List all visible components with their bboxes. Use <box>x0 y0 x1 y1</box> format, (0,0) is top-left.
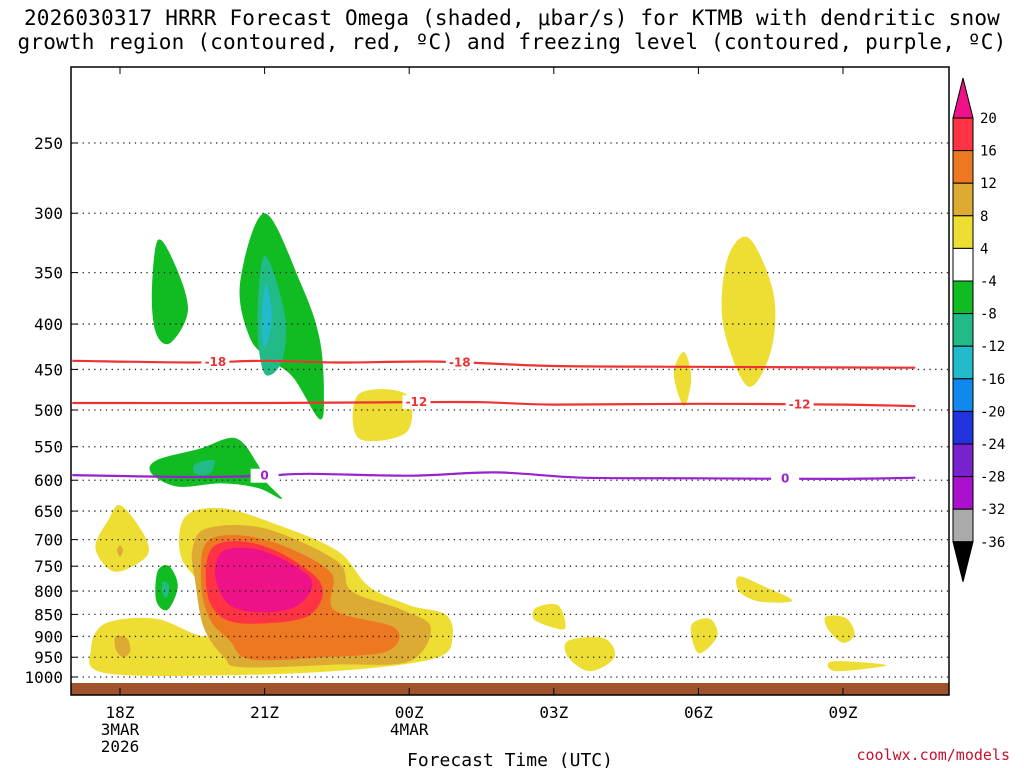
colorbar-tick--32: -32 <box>980 502 1005 518</box>
x-tick-03Z-line0: 03Z <box>539 703 568 722</box>
colorbar-swatch-13 <box>953 509 973 542</box>
contour-label-freezing-level-1: 0 <box>781 472 789 486</box>
contour-label-dgz-minus18-1: -18 <box>449 355 471 369</box>
colorbar-tick--16: -16 <box>980 372 1005 388</box>
y-tick-700: 700 <box>34 531 63 550</box>
contour-label-dgz-minus12-0: -12 <box>406 395 428 409</box>
colorbar-swatch-1 <box>953 118 973 151</box>
colorbar-tick--12: -12 <box>980 339 1005 355</box>
y-tick-250: 250 <box>34 134 63 153</box>
colorbar-swatch-9 <box>953 379 973 412</box>
colorbar-tick-8: 8 <box>980 209 988 225</box>
colorbar-swatch-4 <box>953 216 973 249</box>
colorbar-tick--28: -28 <box>980 470 1005 486</box>
contour-label-dgz-minus18-0: -18 <box>205 355 227 369</box>
y-tick-350: 350 <box>34 264 63 283</box>
y-tick-750: 750 <box>34 557 63 576</box>
credit-text: coolwx.com/models <box>856 746 1010 764</box>
y-tick-900: 900 <box>34 627 63 646</box>
colorbar-tick-12: 12 <box>980 176 997 192</box>
colorbar-swatch-7 <box>953 314 973 347</box>
colorbar-tick--36: -36 <box>980 535 1005 551</box>
y-tick-1000: 1000 <box>24 668 63 687</box>
y-tick-600: 600 <box>34 471 63 490</box>
y-tick-850: 850 <box>34 605 63 624</box>
x-axis-label: Forecast Time (UTC) <box>407 750 613 768</box>
colorbar-tick-20: 20 <box>980 111 997 127</box>
colorbar-swatch-2 <box>953 151 973 184</box>
x-tick-18Z-line2: 2026 <box>101 737 140 756</box>
contour-label-freezing-level-0: 0 <box>260 469 268 483</box>
x-tick-09Z-line0: 09Z <box>829 703 858 722</box>
colorbar-tick-4: 4 <box>980 241 988 257</box>
pressure-axis: 250 300 350 400 450 500 550 600 650 700 750 800 850 9… <box>24 134 77 687</box>
y-tick-650: 650 <box>34 502 63 521</box>
contour-label-dgz-minus12-1: -12 <box>789 397 811 411</box>
colorbar-swatch-12 <box>953 477 973 510</box>
x-tick-21Z-line0: 21Z <box>250 703 279 722</box>
y-tick-300: 300 <box>34 204 63 223</box>
ground-layer <box>71 683 949 695</box>
colorbar-swatch-3 <box>953 183 973 216</box>
colorbar-top-arrow <box>953 78 973 118</box>
colorbar-tick-16: 16 <box>980 144 997 160</box>
colorbar-swatch-10 <box>953 411 973 444</box>
y-tick-800: 800 <box>34 582 63 601</box>
colorbar-swatch-6 <box>953 281 973 314</box>
colorbar-tick--4: -4 <box>980 274 997 290</box>
x-tick-00Z-line1: 4MAR <box>390 720 429 739</box>
y-tick-950: 950 <box>34 648 63 667</box>
y-tick-500: 500 <box>34 401 63 420</box>
colorbar-tick--8: -8 <box>980 307 997 323</box>
colorbar-swatch-11 <box>953 444 973 477</box>
colorbar-tick--24: -24 <box>980 437 1005 453</box>
colorbar-tick--20: -20 <box>980 404 1005 420</box>
y-tick-550: 550 <box>34 438 63 457</box>
colorbar-bottom-arrow <box>953 542 973 582</box>
colorbar-swatch-5 <box>953 248 973 281</box>
cross-section-chart: -18 -18 -12 -12 0 0 250 300 350 400 450 500 550 600 6… <box>0 0 1024 768</box>
colorbar: 20 16 12 8 4 -4 -8 -12 -16 -20 -24 -28 -32 -36 <box>953 78 1005 582</box>
y-tick-400: 400 <box>34 315 63 334</box>
y-tick-450: 450 <box>34 360 63 379</box>
x-tick-06Z-line0: 06Z <box>684 703 713 722</box>
colorbar-swatch-8 <box>953 346 973 379</box>
